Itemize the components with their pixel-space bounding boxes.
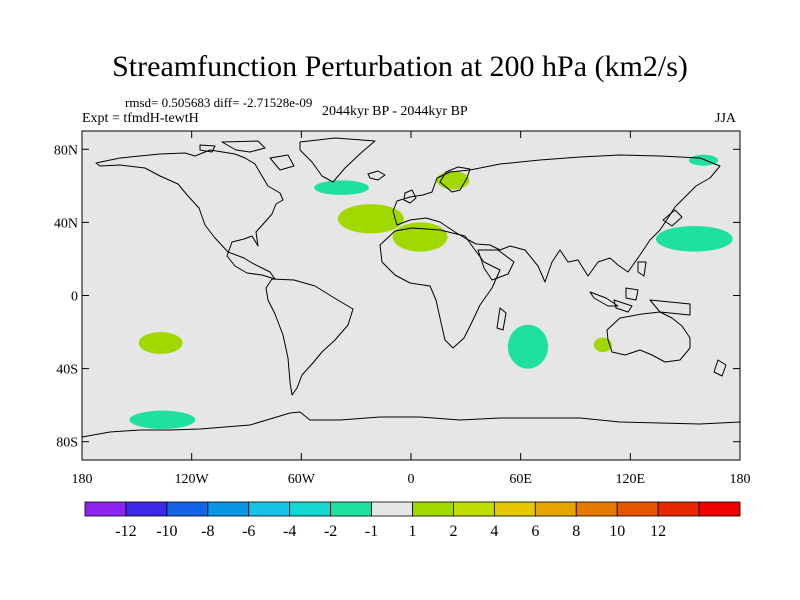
colorbar-label: -4 bbox=[283, 523, 296, 540]
colorbar-label: 10 bbox=[609, 523, 625, 540]
anomaly-scandinavia-green bbox=[436, 171, 470, 190]
coast-philippines bbox=[637, 261, 647, 277]
colorbar-swatch bbox=[166, 501, 209, 517]
colorbar-swatch bbox=[698, 501, 741, 517]
lat-tick-label: 40N bbox=[54, 216, 78, 231]
colorbar-swatch bbox=[453, 501, 495, 517]
colorbar-label: -8 bbox=[201, 523, 214, 540]
season-label: JJA bbox=[715, 111, 737, 126]
coast-eurasia bbox=[392, 154, 721, 283]
colorbar-swatch bbox=[534, 501, 577, 517]
colorbar-swatch bbox=[616, 501, 659, 517]
colorbar-swatch bbox=[84, 501, 127, 517]
coast-north-america bbox=[95, 149, 284, 280]
colorbar-label: -2 bbox=[324, 523, 337, 540]
anomaly-south-pacific-green bbox=[138, 332, 183, 354]
colorbar-label: 4 bbox=[490, 523, 498, 540]
map-axes: 80N 40N 0 40S 80S 180 120W 60W 0 60E 120E 180 bbox=[54, 131, 751, 487]
colorbar-swatch bbox=[248, 501, 291, 517]
coast-south-america bbox=[265, 278, 354, 396]
colorbar-swatch bbox=[207, 501, 250, 517]
lon-tick-label: 120E bbox=[616, 472, 646, 487]
colorbar-swatch bbox=[493, 501, 536, 517]
coast-japan bbox=[662, 209, 683, 227]
lon-tick-label: 0 bbox=[408, 472, 415, 487]
coast-indonesia bbox=[589, 287, 691, 316]
anomaly-west-australia-green bbox=[593, 337, 613, 353]
anomaly-north-pacific-teal bbox=[655, 226, 733, 252]
colorbar-label: 6 bbox=[531, 523, 539, 540]
lon-tick-label: 120W bbox=[175, 472, 210, 487]
coastlines bbox=[82, 137, 740, 438]
lat-tick-label: 0 bbox=[71, 290, 78, 305]
coast-scandinavia bbox=[439, 166, 471, 193]
anomaly-arctic-teal bbox=[688, 154, 719, 166]
colorbar-label: 8 bbox=[572, 523, 580, 540]
colorbar-label: -12 bbox=[115, 523, 136, 540]
lat-tick-label: 80S bbox=[56, 436, 78, 451]
coast-british-isles bbox=[403, 189, 417, 204]
colorbar-label: 2 bbox=[449, 523, 457, 540]
coast-arabia bbox=[477, 249, 515, 281]
coast-africa bbox=[379, 227, 501, 349]
plot-title: Streamfunction Perturbation at 200 hPa (… bbox=[112, 50, 688, 83]
coast-greenland bbox=[299, 137, 376, 183]
lat-tick-label: 80N bbox=[54, 143, 78, 158]
lon-tick-label: 60W bbox=[288, 472, 316, 487]
anomaly-north-atlantic-green bbox=[337, 204, 404, 234]
lon-tick-label: 60E bbox=[509, 472, 532, 487]
colorbar-label: -10 bbox=[156, 523, 177, 540]
colorbar-label: -6 bbox=[242, 523, 255, 540]
colorbar-swatch bbox=[412, 501, 454, 517]
colorbar-swatch bbox=[657, 501, 700, 517]
anomaly-north-africa-green bbox=[392, 222, 448, 252]
coast-australia bbox=[606, 311, 691, 363]
period-label: 2044kyr BP - 2044kyr BP bbox=[322, 104, 468, 119]
coast-antarctica bbox=[82, 411, 740, 438]
coast-new-zealand bbox=[713, 359, 727, 377]
colorbar-label: 12 bbox=[650, 523, 666, 540]
coast-arctic-islands bbox=[199, 140, 295, 171]
map-background bbox=[82, 131, 740, 460]
colorbar-swatch bbox=[125, 501, 168, 517]
anomaly-south-indian-teal bbox=[507, 324, 549, 369]
colorbar-swatch bbox=[371, 501, 413, 517]
lon-tick-label: 180 bbox=[72, 472, 93, 487]
coast-iceland bbox=[367, 170, 386, 181]
colorbar: -12 -10 -8 -6 -4 -2 -1 1 2 4 6 8 10 12 bbox=[84, 501, 741, 540]
experiment-label: Expt = tfmdH-tewtH bbox=[82, 111, 199, 126]
colorbar-label: 1 bbox=[409, 523, 417, 540]
lon-tick-label: 180 bbox=[730, 472, 751, 487]
anomaly-layer bbox=[129, 154, 733, 429]
anomaly-southern-ocean-teal bbox=[129, 410, 196, 429]
coast-madagascar bbox=[496, 307, 507, 331]
rmsd-stats: rmsd= 0.505683 diff= -2.71528e-09 bbox=[125, 95, 313, 110]
lat-tick-label: 40S bbox=[56, 363, 78, 378]
colorbar-swatch bbox=[330, 501, 372, 517]
colorbar-swatch bbox=[289, 501, 332, 517]
colorbar-swatch bbox=[575, 501, 618, 517]
anomaly-labrador-sea-teal bbox=[314, 180, 369, 195]
colorbar-label: -1 bbox=[365, 523, 378, 540]
